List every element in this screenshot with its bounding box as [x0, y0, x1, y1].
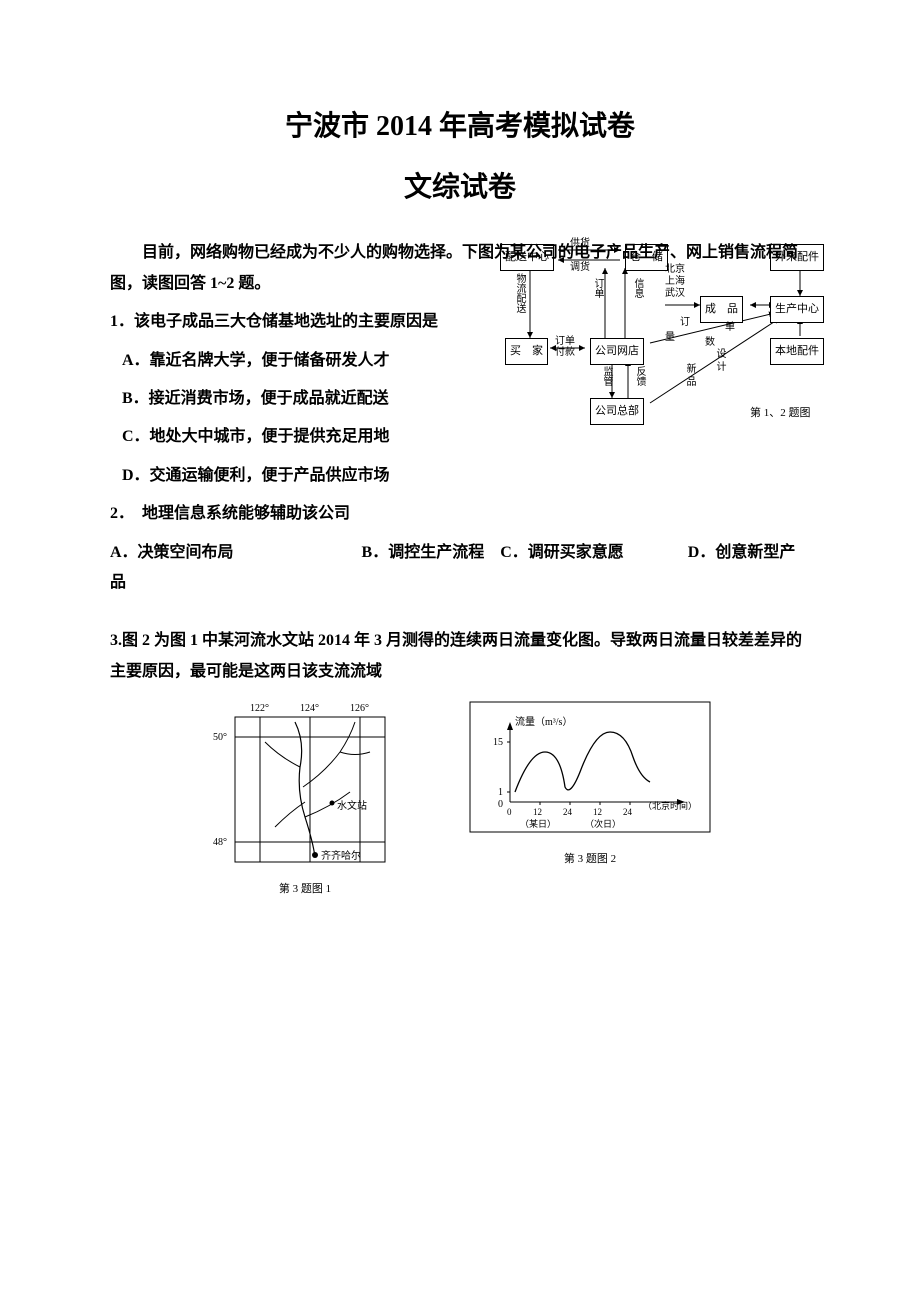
lon-126: 126°	[350, 703, 369, 714]
station-label: 水文站	[337, 799, 367, 812]
city-label: 齐齐哈尔	[321, 849, 361, 862]
x0: 0	[507, 807, 512, 817]
q1-stem: 1．该电子成品三大仓储基地选址的主要原因是	[110, 307, 810, 337]
lat-48: 48°	[213, 837, 227, 848]
page-title-sub: 文综试卷	[110, 161, 810, 214]
page-title-main: 宁波市 2014 年高考模拟试卷	[110, 100, 810, 153]
q2-stem: 2． 地理信息系统能够辅助该公司	[110, 499, 810, 529]
bottom-figures: 122° 124° 126° 50° 48° 水文站 齐齐哈尔 第 3 题图 1	[110, 697, 810, 900]
q1-opt-b: B．接近消费市场，便于成品就近配送	[110, 384, 810, 414]
ylabel: 流量（m³/s）	[515, 715, 572, 728]
q2-options: A．决策空间布局 B．调控生产流程 C．调研买家意愿 D．创意新型产品	[110, 538, 810, 599]
lon-122: 122°	[250, 703, 269, 714]
xaxis-label: （北京时间）	[643, 800, 697, 811]
q1-opt-a: A．靠近名牌大学，便于储备研发人才	[110, 346, 810, 376]
x24a: 24	[563, 807, 573, 817]
intro-paragraph: 目前，网络购物已经成为不少人的购物选择。下图为某公司的电子产品生产、网上销售流程…	[110, 238, 810, 299]
map-caption: 第 3 题图 1	[205, 879, 405, 900]
y0: 0	[498, 799, 503, 810]
lat-50: 50°	[213, 732, 227, 743]
x12b: 12	[593, 807, 602, 817]
x12a: 12	[533, 807, 542, 817]
q3-stem: 3.图 2 为图 1 中某河流水文站 2014 年 3 月测得的连续两日流量变化…	[110, 626, 810, 687]
x24b: 24	[623, 807, 633, 817]
q1-opt-c: C．地处大中城市，便于提供充足用地	[110, 422, 810, 452]
y1: 1	[498, 787, 503, 798]
y15: 15	[493, 737, 503, 748]
chart-figure: 流量（m³/s） 15 1 0 0 12 24 12 24 （某日） （次日） …	[465, 697, 715, 900]
q1-opt-d: D．交通运输便利，便于产品供应市场	[110, 461, 810, 491]
map-figure: 122° 124° 126° 50° 48° 水文站 齐齐哈尔 第 3 题图 1	[205, 697, 405, 900]
chart-caption: 第 3 题图 2	[465, 849, 715, 870]
xday2: （次日）	[585, 818, 621, 829]
xday1: （某日）	[520, 819, 556, 829]
lon-124: 124°	[300, 703, 319, 714]
